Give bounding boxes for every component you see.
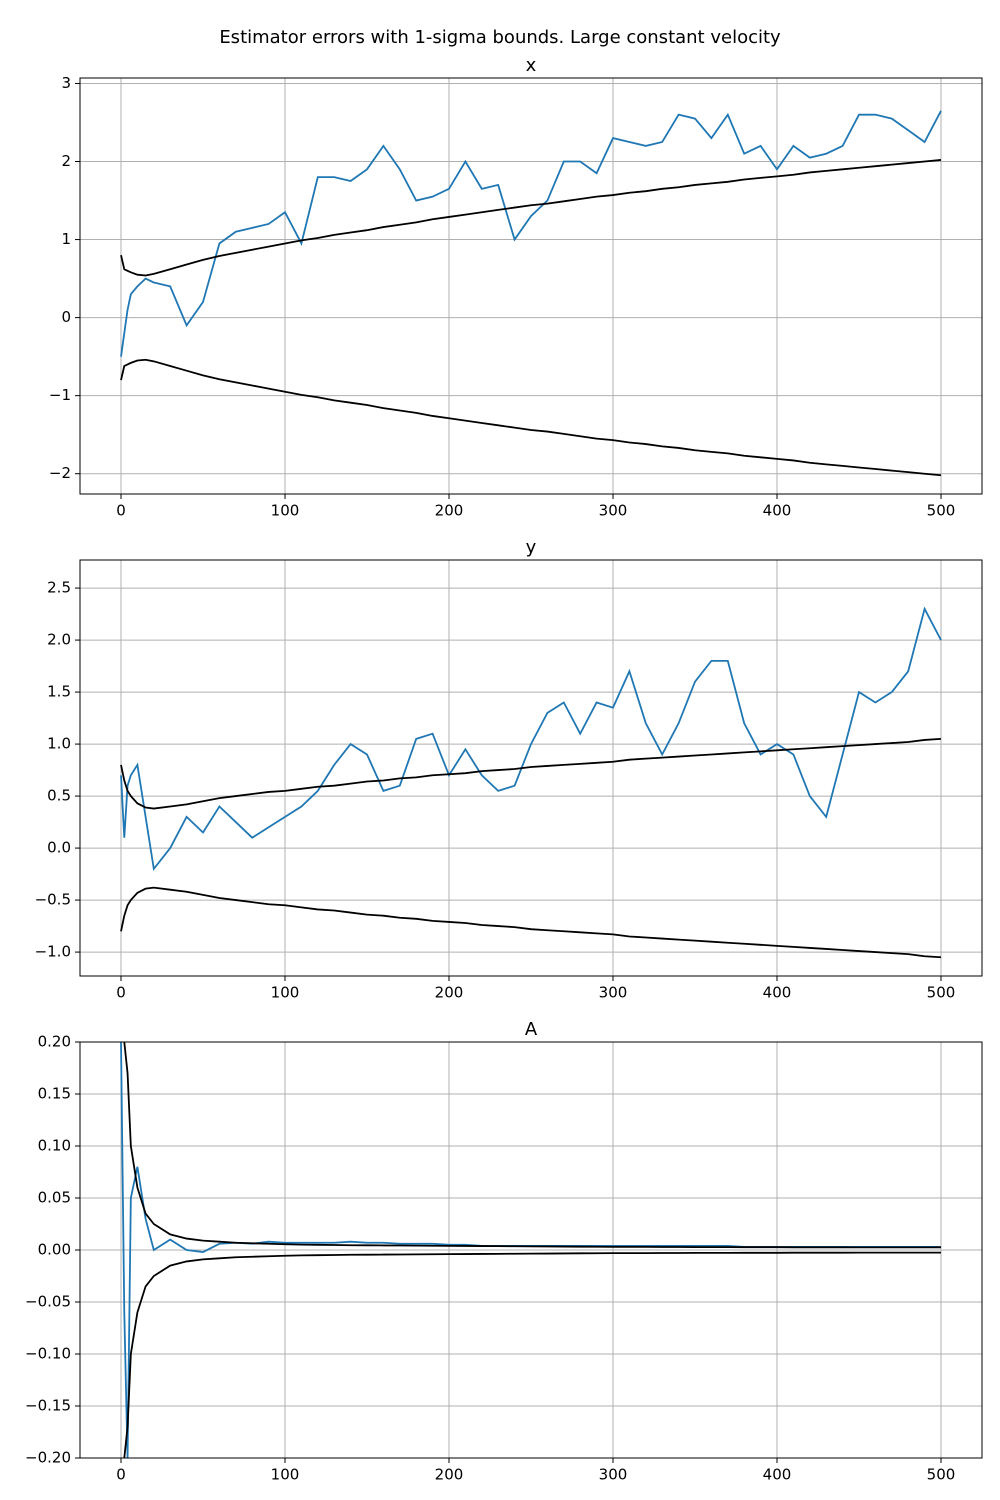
data-line bbox=[123, 1251, 941, 1458]
subplot-title: x bbox=[526, 55, 537, 76]
y-tick-label: 0.00 bbox=[38, 1241, 71, 1259]
figure-title: Estimator errors with 1-sigma bounds. La… bbox=[219, 27, 781, 48]
data-line bbox=[120, 159, 942, 277]
data-line bbox=[120, 886, 942, 959]
y-tick-label: 2 bbox=[61, 152, 71, 170]
subplot-title: y bbox=[526, 537, 537, 558]
y-tick-label: 0.5 bbox=[47, 787, 71, 805]
y-tick-label: −0.20 bbox=[25, 1449, 71, 1467]
y-tick-label: 2.5 bbox=[47, 579, 71, 597]
x-tick-label: 400 bbox=[763, 984, 792, 1002]
y-tick-label: 0.10 bbox=[38, 1137, 71, 1155]
y-tick-label: −0.15 bbox=[25, 1397, 71, 1415]
y-tick-label: 0.05 bbox=[38, 1189, 71, 1207]
x-tick-label: 500 bbox=[927, 984, 956, 1002]
axes-frame bbox=[79, 559, 983, 977]
axes-frame bbox=[79, 77, 983, 495]
y-tick-label: 3 bbox=[61, 74, 71, 92]
x-tick-label: 500 bbox=[927, 1466, 956, 1484]
x-tick-label: 100 bbox=[271, 984, 300, 1002]
y-tick-label: 1 bbox=[61, 230, 71, 248]
y-tick-label: 2.0 bbox=[47, 631, 71, 649]
x-tick-label: 500 bbox=[927, 502, 956, 520]
x-tick-label: 200 bbox=[435, 1466, 464, 1484]
subplot-title: A bbox=[525, 1019, 538, 1040]
x-tick-label: 200 bbox=[435, 502, 464, 520]
y-tick-label: −0.10 bbox=[25, 1345, 71, 1363]
x-tick-label: 300 bbox=[599, 1466, 628, 1484]
data-line bbox=[120, 358, 942, 477]
subplot: A −0.20 −0.15 −0.10 −0.05 0.00 0.05 0.10 0.15 0.2… bbox=[25, 1019, 983, 1484]
y-tick-label: 0.20 bbox=[38, 1033, 71, 1051]
subplot: y −1.0 −0.5 0.0 0.5 1.0 1.5 2.0 2.5 0 100 200 300 400… bbox=[35, 537, 983, 1002]
y-tick-label: −1 bbox=[49, 386, 71, 404]
x-tick-label: 0 bbox=[116, 502, 126, 520]
y-tick-label: 0.0 bbox=[47, 839, 71, 857]
x-tick-label: 300 bbox=[599, 502, 628, 520]
axes-frame bbox=[79, 1041, 983, 1459]
x-tick-label: 0 bbox=[116, 984, 126, 1002]
x-tick-label: 400 bbox=[763, 502, 792, 520]
y-tick-label: −0.5 bbox=[35, 891, 71, 909]
y-tick-label: 1.0 bbox=[47, 735, 71, 753]
y-tick-label: 0 bbox=[61, 308, 71, 326]
data-line bbox=[123, 1042, 941, 1249]
subplot: x −2 −1 0 1 2 3 0 100 200 300 400 500 bbox=[49, 55, 983, 520]
data-line bbox=[120, 737, 942, 810]
x-tick-label: 300 bbox=[599, 984, 628, 1002]
x-tick-label: 200 bbox=[435, 984, 464, 1002]
x-tick-label: 100 bbox=[271, 502, 300, 520]
data-line bbox=[120, 110, 942, 357]
y-tick-label: −0.05 bbox=[25, 1293, 71, 1311]
y-tick-label: 0.15 bbox=[38, 1085, 71, 1103]
data-line bbox=[120, 606, 942, 872]
y-tick-label: 1.5 bbox=[47, 683, 71, 701]
x-tick-label: 100 bbox=[271, 1466, 300, 1484]
x-tick-label: 400 bbox=[763, 1466, 792, 1484]
y-tick-label: −1.0 bbox=[35, 943, 71, 961]
y-tick-label: −2 bbox=[49, 464, 71, 482]
x-tick-label: 0 bbox=[116, 1466, 126, 1484]
